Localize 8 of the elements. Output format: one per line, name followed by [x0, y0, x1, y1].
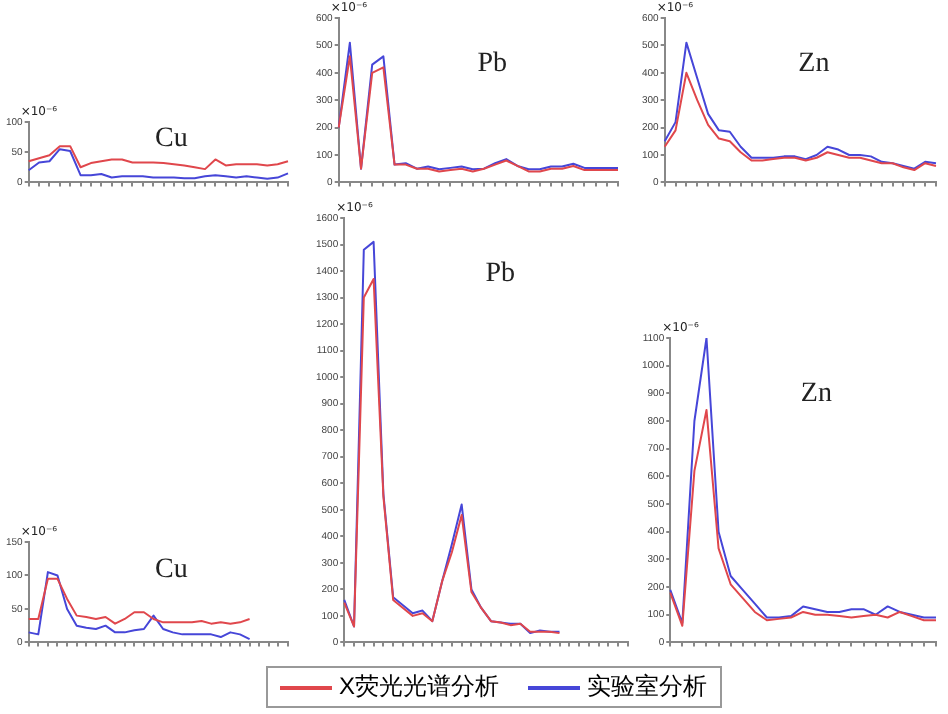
- chart-title: Cu: [154, 124, 188, 155]
- text: Pb: [485, 259, 516, 290]
- text: Zn: [798, 49, 830, 80]
- text: Cu: [154, 555, 188, 586]
- legend-label: X荧光光谱分析: [337, 670, 500, 704]
- legend-label: 实验室分析: [585, 670, 708, 704]
- text: Pb: [477, 49, 508, 80]
- text: Zn: [800, 379, 832, 410]
